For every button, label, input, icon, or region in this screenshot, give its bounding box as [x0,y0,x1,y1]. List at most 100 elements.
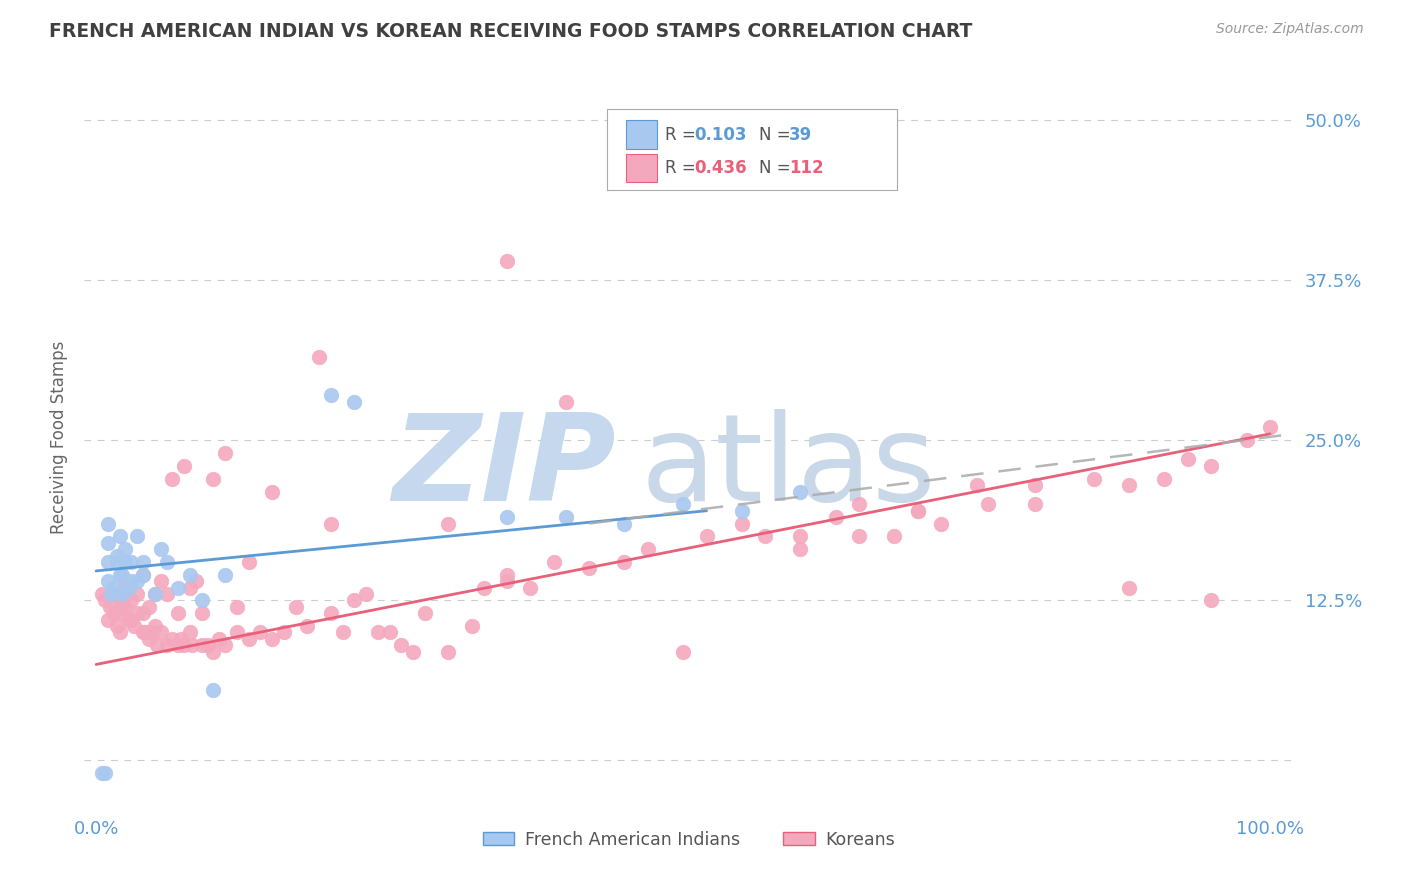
Point [226,599,249,614]
Point [262,484,284,499]
Point [496,567,519,582]
Point [613,555,636,569]
Point [354,587,377,601]
Point [907,504,929,518]
Point [132,625,155,640]
Point [907,504,929,518]
Point [100,587,122,601]
Point [214,446,236,460]
Point [402,645,425,659]
Point [111,606,134,620]
Point [108,529,131,543]
Point [105,587,128,601]
Point [824,510,846,524]
Point [931,516,953,531]
Point [883,529,905,543]
Point [114,599,136,614]
Point [94,766,117,780]
Point [149,625,172,640]
Point [179,567,201,582]
Point [114,542,136,557]
Point [103,606,125,620]
Point [97,613,120,627]
Point [1177,452,1199,467]
Point [155,638,177,652]
Point [319,388,342,402]
Point [731,504,754,518]
Point [105,619,128,633]
Point [554,510,576,524]
Text: N =: N = [759,159,796,177]
Point [114,555,136,569]
Point [143,587,166,601]
Point [202,683,225,698]
Point [155,555,177,569]
Point [554,395,576,409]
Point [238,555,260,569]
Point [138,599,160,614]
Point [111,567,134,582]
Point [167,638,190,652]
Point [262,632,284,646]
Legend: French American Indians, Koreans: French American Indians, Koreans [477,823,901,855]
Point [437,516,460,531]
Point [848,497,870,511]
Text: 39: 39 [789,126,813,144]
Point [111,587,134,601]
Point [672,645,695,659]
Point [578,561,600,575]
Point [97,535,120,549]
Point [132,555,155,569]
Point [413,606,436,620]
Point [696,529,718,543]
Point [1024,478,1046,492]
Point [114,581,136,595]
Point [97,555,120,569]
Point [122,619,145,633]
Point [97,574,120,589]
Point [332,625,354,640]
Text: Source: ZipAtlas.com: Source: ZipAtlas.com [1216,22,1364,37]
Point [966,478,988,492]
Text: R =: R = [665,126,702,144]
Point [789,529,811,543]
Point [367,625,389,640]
Point [127,587,149,601]
Point [789,542,811,557]
Point [181,638,204,652]
Point [146,638,169,652]
Point [173,638,195,652]
Point [190,638,212,652]
Point [169,632,191,646]
Point [389,638,412,652]
Point [789,484,811,499]
Point [94,593,117,607]
Point [108,567,131,582]
Text: R =: R = [665,159,702,177]
Point [179,625,201,640]
Point [496,254,519,268]
Point [149,574,172,589]
Point [108,625,131,640]
Point [297,619,319,633]
Point [848,529,870,543]
Point [127,574,149,589]
Point [1083,472,1105,486]
Point [143,619,166,633]
Point [179,581,201,595]
Point [190,606,212,620]
Point [319,516,342,531]
Point [208,632,231,646]
Point [91,587,114,601]
Point [120,613,142,627]
Point [190,593,212,607]
Point [98,599,121,614]
Point [111,593,134,607]
Point [120,593,142,607]
Point [472,581,495,595]
Text: atlas: atlas [641,409,936,525]
Point [134,625,156,640]
Point [731,516,754,531]
Point [496,574,519,589]
Point [1153,472,1175,486]
